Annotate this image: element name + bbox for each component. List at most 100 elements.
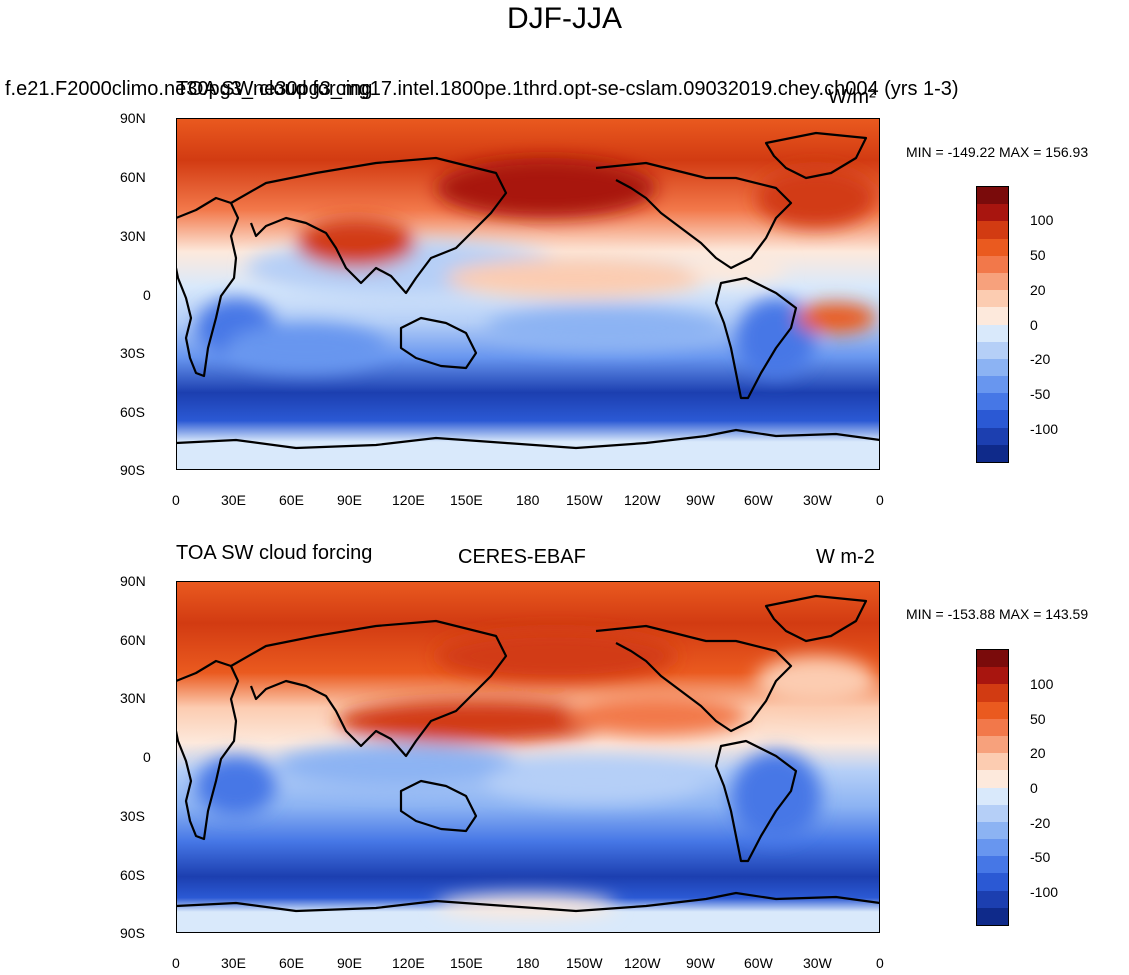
bottom-lat-tick: 60S (120, 867, 145, 883)
bottom-lon-tick: 0 (876, 955, 884, 971)
bottom-panel-dataset-title: CERES-EBAF (458, 546, 586, 568)
top-lon-tick: 90W (686, 492, 715, 508)
top-lon-tick: 120W (624, 492, 661, 508)
bottom-colorbar-swatch (977, 907, 1008, 925)
bottom-panel-variable-title: TOA SW cloud forcing (176, 542, 373, 564)
top-map-svg (176, 118, 880, 470)
bottom-colorbar-swatch (977, 804, 1008, 822)
bottom-colorbar-swatch (977, 701, 1008, 719)
bottom-colorbar-swatch (977, 718, 1008, 736)
top-colorbar-swatch (977, 427, 1008, 445)
top-panel-units: W/m² (828, 86, 876, 108)
top-colorbar-swatch (977, 238, 1008, 256)
bottom-colorbar-swatch (977, 873, 1008, 891)
bottom-colorbar-swatch (977, 787, 1008, 805)
bottom-lon-tick: 120W (624, 955, 661, 971)
top-colorbar-swatch (977, 290, 1008, 308)
top-lon-tick: 60W (744, 492, 773, 508)
bottom-colorbar-swatch (977, 667, 1008, 685)
top-lon-tick: 120E (392, 492, 425, 508)
bottom-lon-tick: 30E (221, 955, 246, 971)
bottom-lat-tick: 60N (120, 632, 146, 648)
bottom-panel-min-max: MIN = -153.88 MAX = 143.59 (906, 606, 1089, 622)
top-colorbar-label: 50 (1030, 247, 1046, 263)
top-panel-map (176, 118, 880, 470)
top-colorbar-swatch (977, 358, 1008, 377)
top-colorbar-swatch (977, 204, 1008, 222)
top-colorbar-label: -100 (1030, 421, 1059, 437)
bottom-colorbar (976, 649, 1009, 926)
bottom-colorbar-label: -100 (1030, 884, 1059, 900)
bottom-colorbar-label: 100 (1030, 676, 1054, 692)
top-colorbar-swatch (977, 376, 1008, 394)
top-colorbar-swatch (977, 187, 1008, 205)
bottom-lat-tick: 0 (143, 749, 151, 765)
bottom-colorbar-swatch (977, 753, 1008, 771)
top-colorbar-label: 20 (1030, 282, 1046, 298)
top-lat-tick: 90S (120, 462, 145, 478)
top-lat-tick: 60S (120, 404, 145, 420)
bottom-lat-tick: 90N (120, 573, 146, 589)
bottom-colorbar-swatch (977, 839, 1008, 857)
bottom-colorbar-label: 20 (1030, 745, 1046, 761)
top-lon-tick: 150W (566, 492, 603, 508)
bottom-lon-tick: 90W (686, 955, 715, 971)
top-colorbar-label: -20 (1030, 351, 1051, 367)
bottom-colorbar-label: -20 (1030, 815, 1051, 831)
top-lat-tick: 90N (120, 110, 146, 126)
bottom-lat-tick: 90S (120, 925, 145, 941)
bottom-colorbar-swatch (977, 735, 1008, 754)
top-lon-tick: 30E (221, 492, 246, 508)
top-lon-tick: 60E (279, 492, 304, 508)
top-lat-tick: 30S (120, 345, 145, 361)
bottom-lon-tick: 30W (803, 955, 832, 971)
top-lon-tick: 150E (450, 492, 483, 508)
bottom-lon-tick: 60E (279, 955, 304, 971)
top-colorbar-swatch (977, 307, 1008, 325)
bottom-panel-map (176, 581, 880, 933)
top-colorbar-swatch (977, 393, 1008, 411)
top-colorbar-label: 0 (1030, 317, 1038, 333)
bottom-colorbar-swatch (977, 650, 1008, 668)
top-colorbar-swatch (977, 324, 1008, 342)
top-lon-tick: 90E (337, 492, 362, 508)
top-lat-tick: 0 (143, 287, 151, 303)
top-colorbar-swatch (977, 272, 1008, 291)
bottom-lat-tick: 30S (120, 808, 145, 824)
bottom-lon-tick: 90E (337, 955, 362, 971)
top-lat-tick: 30N (120, 228, 146, 244)
bottom-colorbar-label: 50 (1030, 711, 1046, 727)
top-panel-variable-title: TOA SW cloud forcing (176, 78, 373, 100)
bottom-colorbar-swatch (977, 770, 1008, 788)
bottom-colorbar-swatch (977, 684, 1008, 702)
bottom-map-svg (176, 581, 880, 933)
bottom-lon-tick: 150E (450, 955, 483, 971)
top-panel-min-max: MIN = -149.22 MAX = 156.93 (906, 144, 1089, 160)
top-colorbar-swatch (977, 444, 1008, 462)
bottom-lon-tick: 60W (744, 955, 773, 971)
top-colorbar (976, 186, 1009, 463)
bottom-colorbar-label: 0 (1030, 780, 1038, 796)
top-panel-case-title: f.e21.F2000climo.ne30pg3_ne30pg3_mg17.in… (5, 78, 959, 100)
top-colorbar-swatch (977, 341, 1008, 359)
top-colorbar-swatch (977, 255, 1008, 273)
top-colorbar-swatch (977, 221, 1008, 239)
bottom-lon-tick: 180 (516, 955, 540, 971)
figure-title: DJF-JJA (507, 2, 622, 35)
bottom-colorbar-swatch (977, 856, 1008, 874)
top-lon-tick: 180 (516, 492, 540, 508)
top-lon-tick: 0 (172, 492, 180, 508)
bottom-lon-tick: 0 (172, 955, 180, 971)
top-lat-tick: 60N (120, 169, 146, 185)
top-lon-tick: 30W (803, 492, 832, 508)
bottom-colorbar-swatch (977, 821, 1008, 840)
top-colorbar-swatch (977, 410, 1008, 428)
bottom-lat-tick: 30N (120, 690, 146, 706)
top-colorbar-label: -50 (1030, 386, 1051, 402)
top-lon-tick: 0 (876, 492, 884, 508)
bottom-colorbar-label: -50 (1030, 849, 1051, 865)
top-colorbar-label: 100 (1030, 212, 1054, 228)
bottom-colorbar-swatch (977, 890, 1008, 908)
bottom-panel-units: W m-2 (816, 546, 875, 568)
bottom-lon-tick: 120E (392, 955, 425, 971)
